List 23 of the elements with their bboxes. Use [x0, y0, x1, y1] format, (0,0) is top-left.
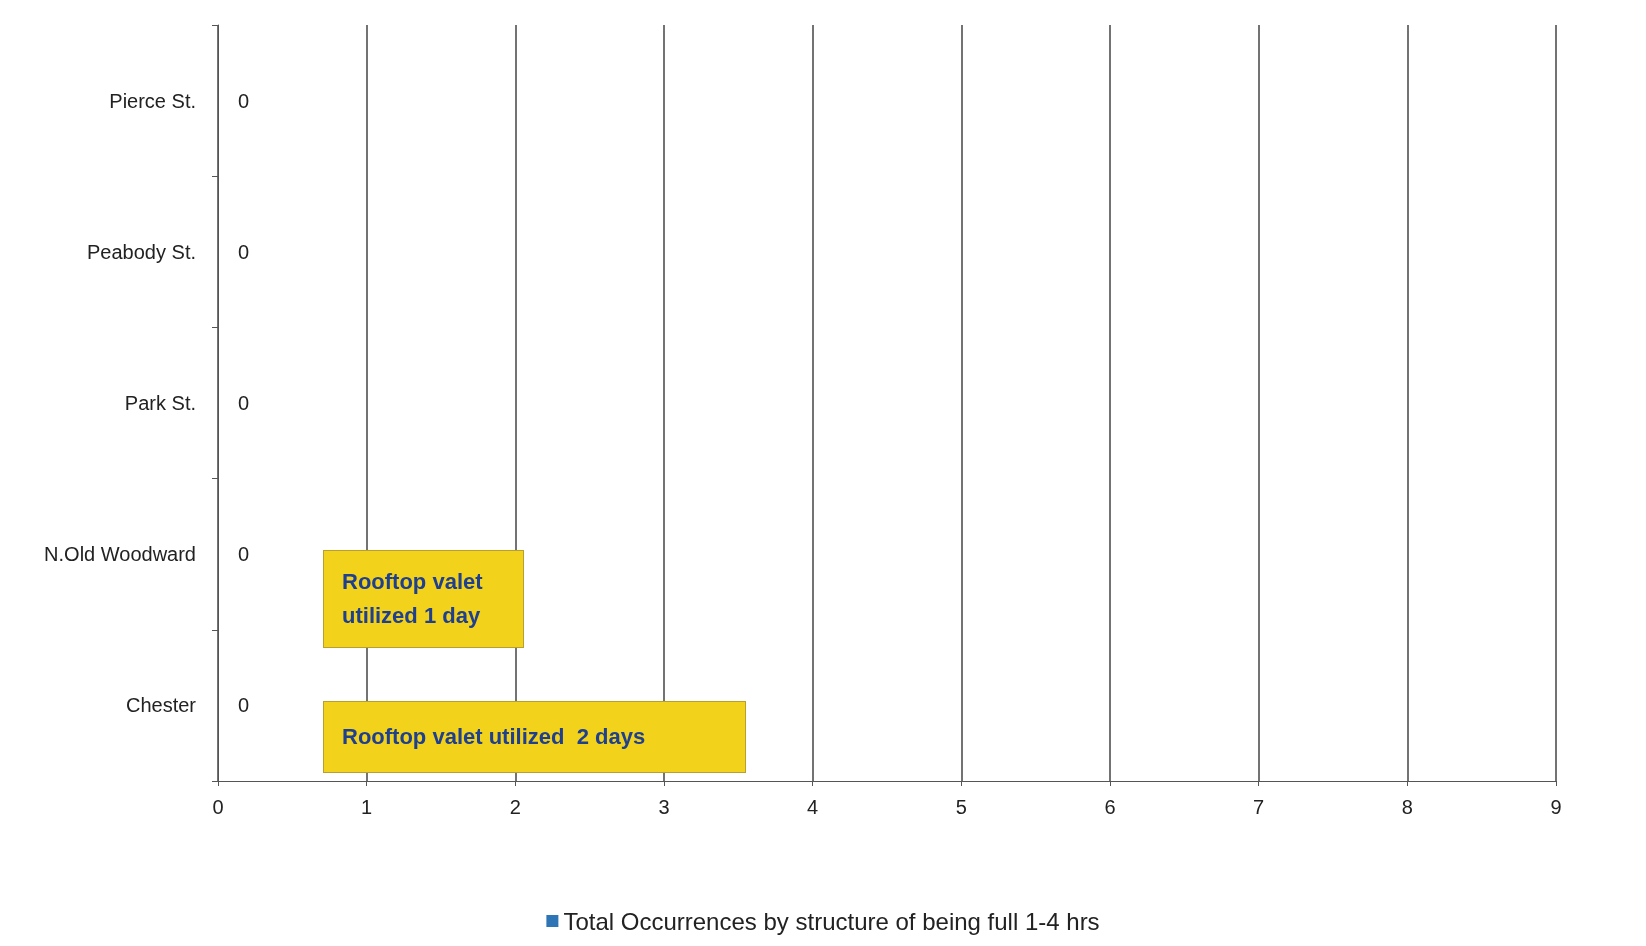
x-tick-label: 0: [212, 796, 224, 818]
note-box: Rooftop valet utilized 1 day: [323, 550, 524, 649]
x-tick-label: 4: [807, 796, 819, 818]
note-box: Rooftop valet utilized 2 days: [323, 701, 747, 774]
x-tick-label: 5: [955, 796, 967, 818]
data-label: 0: [238, 89, 250, 112]
x-tick-label: 9: [1550, 796, 1562, 818]
y-tick-label: Peabody St.: [87, 240, 196, 263]
data-label: 0: [238, 240, 250, 263]
x-tick-label: 7: [1253, 796, 1265, 818]
y-tick-label: Pierce St.: [109, 89, 196, 112]
legend-label: Total Occurrences by structure of being full 1-4 hrs: [563, 907, 1100, 935]
y-tick-label: Park St.: [124, 392, 196, 414]
data-label: 0: [238, 543, 250, 566]
x-tick-label: 1: [361, 796, 373, 818]
x-tick-label: 6: [1104, 796, 1116, 818]
data-label: 0: [238, 694, 250, 717]
x-tick-label: 8: [1401, 796, 1413, 818]
y-tick-label: Chester: [125, 694, 197, 717]
x-tick-label: 3: [658, 796, 670, 818]
y-tick-label: N.Old Woodward: [44, 543, 196, 566]
data-label: 0: [238, 392, 250, 414]
x-tick-label: 2: [509, 796, 521, 818]
